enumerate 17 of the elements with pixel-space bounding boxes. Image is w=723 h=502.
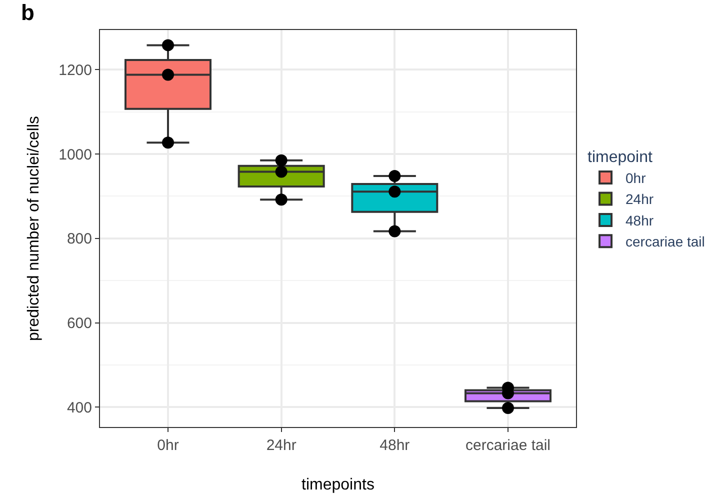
x-tick-label: cercariae tail <box>465 437 551 454</box>
x-tick-label: 48hr <box>380 437 410 454</box>
legend-label: 24hr <box>626 191 654 208</box>
x-tick-label: 0hr <box>157 437 179 454</box>
legend-label: cercariae tail <box>626 234 705 250</box>
legend-label: 0hr <box>626 170 646 186</box>
y-tick-label: 600 <box>66 315 92 332</box>
legend-label: 48hr <box>626 212 654 228</box>
x-tick-label: 24hr <box>266 437 296 454</box>
y-tick-label: 800 <box>66 230 92 248</box>
y-tick-label: 400 <box>66 399 92 416</box>
y-tick-label: 1200 <box>58 62 92 79</box>
legend-title: timepoint <box>588 148 653 166</box>
y-axis-title: predicted number of nuclei/cells <box>26 116 43 342</box>
x-axis-title: timepoints <box>302 476 374 494</box>
y-tick-label: 1000 <box>58 146 92 164</box>
text: b <box>21 0 34 25</box>
